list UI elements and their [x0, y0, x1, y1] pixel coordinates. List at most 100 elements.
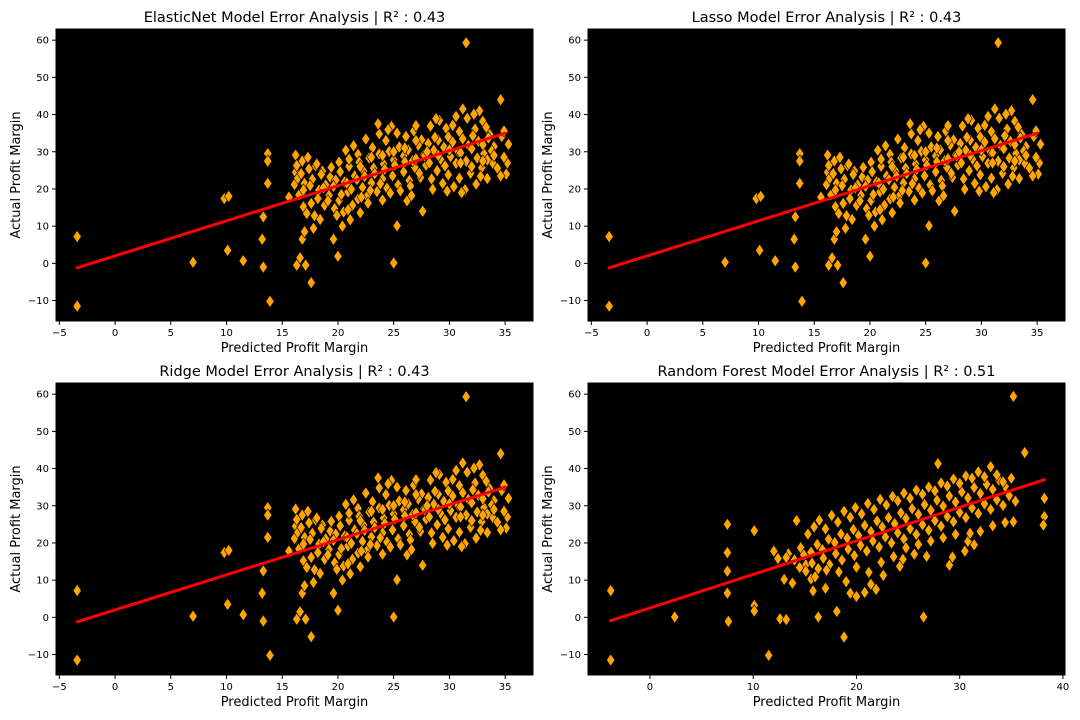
data-point [867, 165, 877, 179]
data-point [344, 513, 354, 527]
data-point [812, 537, 822, 552]
x-tick-label: 0 [112, 328, 118, 339]
data-point [394, 494, 404, 508]
x-tick-label: 10 [220, 328, 233, 339]
y-tick-label: 0 [575, 259, 581, 270]
data-point [430, 130, 440, 144]
data-point [440, 513, 450, 527]
data-point [365, 183, 375, 198]
data-point [374, 481, 384, 495]
data-point [411, 133, 421, 148]
x-tick-label: 30 [443, 328, 456, 339]
data-point [332, 208, 342, 223]
data-point [816, 190, 826, 204]
data-point [986, 502, 996, 517]
data-point [1000, 515, 1010, 530]
data-point [263, 154, 273, 168]
data-point [258, 564, 268, 578]
data-point [876, 152, 886, 166]
data-point [345, 567, 355, 581]
data-point [471, 177, 481, 191]
data-point [990, 102, 1000, 116]
data-point [466, 166, 476, 181]
data-point [993, 36, 1003, 50]
data-point [927, 184, 937, 198]
data-point [1008, 389, 1018, 404]
data-point [411, 487, 421, 502]
data-point [832, 604, 842, 619]
data-point [827, 251, 837, 265]
data-point [377, 193, 388, 207]
data-point [963, 111, 973, 126]
data-point [863, 496, 873, 511]
x-tick-label: −5 [52, 328, 67, 339]
x-axis-label: Predicted Profit Margin [753, 341, 901, 356]
data-point [1004, 151, 1014, 165]
data-point [467, 142, 477, 156]
data-point [349, 139, 359, 153]
data-point [284, 544, 294, 558]
data-point [807, 556, 817, 570]
data-point [907, 501, 917, 516]
data-point [838, 275, 848, 290]
data-point [496, 446, 506, 461]
data-point [377, 148, 388, 163]
data-point [344, 506, 354, 520]
data-point [915, 123, 925, 137]
data-point [381, 487, 391, 502]
data-point [346, 182, 356, 197]
chart-title: Lasso Model Error Analysis | R² : 0.43 [692, 10, 962, 26]
y-tick-label: 0 [43, 259, 49, 270]
data-point [401, 129, 411, 144]
data-point [906, 127, 916, 141]
data-point [265, 294, 275, 309]
x-axis-label: Predicted Profit Margin [221, 695, 369, 710]
data-point [394, 140, 404, 154]
data-point [462, 111, 472, 126]
data-point [326, 514, 336, 529]
data-point [986, 459, 996, 474]
data-point [986, 171, 997, 185]
data-point [492, 515, 502, 529]
x-axis-label: Predicted Profit Margin [221, 341, 369, 356]
data-point [355, 560, 365, 574]
data-point [355, 159, 365, 174]
y-tick-label: 10 [568, 222, 581, 233]
data-point [471, 531, 481, 545]
data-point [769, 544, 779, 558]
data-point [312, 511, 322, 525]
data-point [837, 178, 847, 193]
data-point [877, 213, 887, 227]
data-point [831, 547, 841, 561]
data-point [432, 163, 442, 178]
data-point [803, 527, 813, 541]
data-point [987, 156, 998, 170]
data-point [461, 390, 471, 404]
data-point [443, 168, 453, 182]
data-point [258, 210, 268, 224]
data-point [909, 193, 920, 207]
data-point [756, 189, 766, 204]
data-point [1031, 150, 1041, 165]
data-point [893, 132, 903, 146]
data-point [961, 510, 971, 525]
data-point [302, 560, 312, 575]
data-point [911, 483, 921, 497]
data-point [257, 232, 267, 246]
data-point [840, 221, 851, 236]
data-point [876, 555, 886, 570]
x-tick-label: 10 [747, 682, 760, 693]
data-point [967, 501, 977, 515]
data-point [385, 186, 395, 200]
x-tick-label: 5 [168, 328, 174, 339]
y-tick-label: 10 [36, 576, 49, 587]
data-point [466, 520, 476, 535]
data-point [770, 254, 780, 268]
data-point [810, 570, 820, 584]
x-tick-label: 25 [387, 682, 400, 693]
data-point [926, 140, 936, 154]
data-point [345, 213, 355, 227]
data-point [873, 143, 883, 157]
data-point [445, 503, 456, 518]
data-point [472, 151, 482, 165]
